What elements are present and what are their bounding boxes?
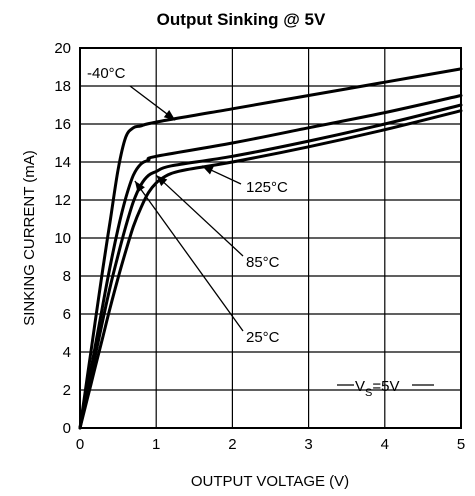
x-tick-label: 2	[228, 436, 236, 453]
x-tick-label: 3	[304, 436, 312, 453]
y-tick-label: 16	[54, 116, 71, 133]
label-arrowhead	[201, 165, 214, 175]
y-tick-labels: 0 2 4 6 8 10 12 14 16 18 20	[54, 40, 71, 437]
curves	[78, 67, 463, 430]
x-tick-label: 0	[76, 436, 84, 453]
label-leader-line	[155, 174, 244, 257]
y-tick-label: 8	[63, 268, 71, 285]
series-line	[78, 94, 463, 430]
vs-suffix: =5V	[372, 378, 399, 395]
series-label: 125°C	[246, 179, 288, 196]
vs-main: V	[355, 378, 365, 395]
label-leader-line	[134, 180, 244, 332]
y-tick-label: 10	[54, 230, 71, 247]
x-tick-label: 1	[152, 436, 160, 453]
y-axis-label: SINKING CURRENT (mA)	[21, 150, 38, 326]
series-label: 85°C	[246, 254, 280, 271]
y-tick-label: 6	[63, 306, 71, 323]
plot-frame	[79, 47, 462, 429]
x-tick-label: 4	[381, 436, 389, 453]
y-tick-label: 12	[54, 192, 71, 209]
vs-annotation: VS=5V	[337, 378, 434, 399]
label-arrowhead	[156, 175, 168, 187]
y-tick-label: 18	[54, 78, 71, 95]
label-arrowhead	[134, 181, 145, 193]
y-tick-label: 4	[63, 344, 71, 361]
y-tick-label: 0	[63, 420, 71, 437]
x-tick-label: 5	[457, 436, 465, 453]
y-tick-label: 14	[54, 154, 71, 171]
chart-title: Output Sinking @ 5V	[157, 10, 326, 29]
series-line	[78, 67, 463, 430]
series-label: 25°C	[246, 329, 280, 346]
x-tick-labels: 0 1 2 3 4 5	[76, 436, 465, 453]
vs-label: VS=5V	[355, 378, 399, 399]
grid	[80, 48, 461, 428]
vs-subscript: S	[365, 387, 372, 399]
series-label: -40°C	[87, 65, 126, 82]
label-arrowhead	[163, 110, 176, 121]
x-axis-label: OUTPUT VOLTAGE (V)	[191, 473, 349, 490]
y-tick-label: 2	[63, 382, 71, 399]
y-tick-label: 20	[54, 40, 71, 57]
annotations: -40°C 125°C 85°C 25°C	[87, 65, 288, 346]
